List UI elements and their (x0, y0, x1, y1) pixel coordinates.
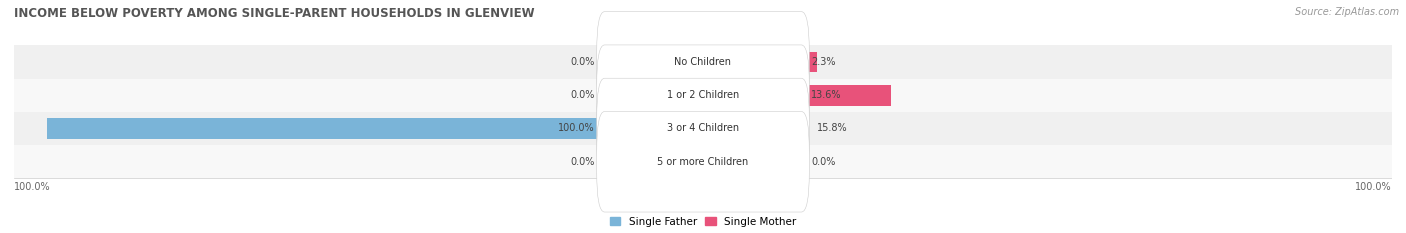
Bar (703, 118, 801, 139)
Bar (46, 118, 605, 139)
Text: 100.0%: 100.0% (558, 123, 595, 134)
Text: 2.3%: 2.3% (811, 57, 835, 67)
Text: 1 or 2 Children: 1 or 2 Children (666, 90, 740, 100)
Bar (703, 85, 801, 106)
Text: 0.0%: 0.0% (571, 157, 595, 167)
Text: 5 or more Children: 5 or more Children (658, 157, 748, 167)
Text: INCOME BELOW POVERTY AMONG SINGLE-PARENT HOUSEHOLDS IN GLENVIEW: INCOME BELOW POVERTY AMONG SINGLE-PARENT… (14, 7, 534, 20)
Bar (801, 51, 817, 72)
Legend: Single Father, Single Mother: Single Father, Single Mother (606, 212, 800, 231)
FancyBboxPatch shape (596, 45, 810, 145)
Bar (605, 118, 703, 139)
Text: 0.0%: 0.0% (811, 157, 835, 167)
Bar (14, 145, 1392, 178)
FancyBboxPatch shape (596, 78, 810, 179)
Bar (605, 85, 703, 106)
Text: No Children: No Children (675, 57, 731, 67)
Bar (703, 151, 801, 172)
Bar (14, 79, 1392, 112)
Bar (14, 112, 1392, 145)
Text: 0.0%: 0.0% (571, 90, 595, 100)
Text: 0.0%: 0.0% (571, 57, 595, 67)
Text: 100.0%: 100.0% (14, 182, 51, 192)
Bar (605, 151, 703, 172)
Text: 15.8%: 15.8% (817, 123, 848, 134)
Bar (605, 51, 703, 72)
Bar (801, 85, 890, 106)
FancyBboxPatch shape (596, 12, 810, 112)
FancyBboxPatch shape (596, 112, 810, 212)
Text: 100.0%: 100.0% (1355, 182, 1392, 192)
Text: 3 or 4 Children: 3 or 4 Children (666, 123, 740, 134)
Bar (801, 118, 807, 139)
Bar (703, 51, 801, 72)
Text: Source: ZipAtlas.com: Source: ZipAtlas.com (1295, 7, 1399, 17)
Bar (14, 45, 1392, 79)
Text: 13.6%: 13.6% (811, 90, 842, 100)
